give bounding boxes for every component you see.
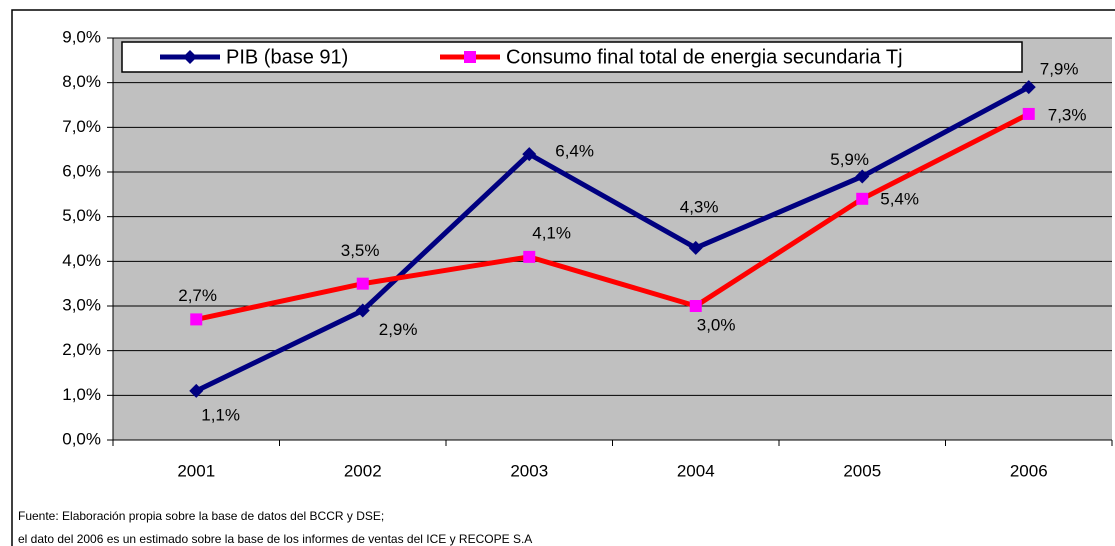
- data-point: [1022, 107, 1035, 120]
- y-tick-label: 1,0%: [62, 385, 101, 404]
- data-label: 2,9%: [379, 320, 418, 339]
- y-tick-label: 9,0%: [62, 27, 101, 46]
- data-label: 7,3%: [1048, 105, 1087, 124]
- y-tick-label: 4,0%: [62, 251, 101, 270]
- data-point: [190, 313, 203, 326]
- data-point: [356, 277, 369, 290]
- x-tick-label: 2006: [1010, 461, 1048, 480]
- data-label: 2,7%: [178, 286, 217, 305]
- series-line: [195, 84, 1030, 394]
- y-tick-label: 2,0%: [62, 340, 101, 359]
- y-tick-label: 5,0%: [62, 206, 101, 225]
- series-line: [195, 111, 1030, 322]
- x-tick-label: 2003: [510, 461, 548, 480]
- x-tick-label: 2004: [677, 461, 715, 480]
- x-tick-label: 2002: [344, 461, 382, 480]
- data-label: 3,0%: [697, 315, 736, 334]
- y-tick-label: 0,0%: [62, 429, 101, 448]
- legend-label: Consumo final total de energia secundari…: [506, 46, 903, 68]
- data-label: 7,9%: [1040, 60, 1079, 79]
- data-label: 4,3%: [680, 197, 719, 216]
- y-tick-label: 7,0%: [62, 117, 101, 136]
- x-tick-label: 2001: [177, 461, 215, 480]
- plot-area: [113, 38, 1112, 440]
- data-point: [688, 240, 703, 255]
- data-label: 4,1%: [532, 223, 571, 242]
- data-point: [355, 303, 370, 318]
- data-point: [855, 169, 870, 184]
- y-tick-label: 8,0%: [62, 72, 101, 91]
- y-tick-label: 6,0%: [62, 161, 101, 180]
- data-label: 6,4%: [555, 142, 594, 161]
- data-label: 5,4%: [880, 189, 919, 208]
- source-note: Fuente: Elaboración propia sobre la base…: [18, 509, 384, 523]
- data-label: 5,9%: [830, 150, 869, 169]
- x-tick-label: 2005: [843, 461, 881, 480]
- y-tick-label: 3,0%: [62, 295, 101, 314]
- data-point: [189, 383, 204, 398]
- data-point: [689, 300, 702, 312]
- legend-label: PIB (base 91): [226, 46, 348, 68]
- data-point: [523, 250, 536, 263]
- source-note: el dato del 2006 es un estimado sobre la…: [18, 532, 532, 546]
- legend-box: [121, 41, 1023, 73]
- legend-marker: [183, 50, 197, 64]
- data-point: [1021, 80, 1036, 95]
- data-point: [522, 147, 537, 162]
- data-point: [856, 192, 869, 205]
- data-label: 3,5%: [341, 241, 380, 260]
- legend-marker: [464, 51, 476, 63]
- data-label: 1,1%: [201, 405, 240, 424]
